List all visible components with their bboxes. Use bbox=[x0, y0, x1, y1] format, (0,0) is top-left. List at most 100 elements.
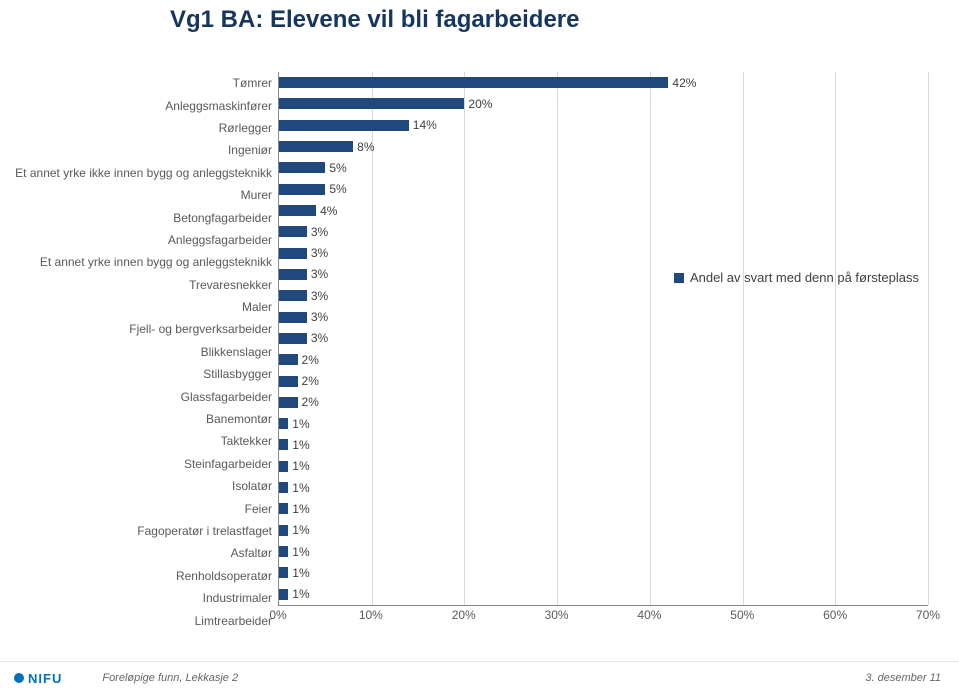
bar-row: 4% bbox=[279, 201, 928, 220]
bar-value-label: 1% bbox=[292, 523, 309, 537]
x-tick-label: 20% bbox=[452, 608, 476, 622]
bar: 3% bbox=[279, 226, 307, 237]
bar-value-label: 1% bbox=[292, 587, 309, 601]
bar: 20% bbox=[279, 98, 464, 109]
y-axis-label: Limtrearbeider bbox=[38, 611, 278, 630]
x-tick-label: 60% bbox=[823, 608, 847, 622]
bar-value-label: 2% bbox=[302, 353, 319, 367]
bar: 4% bbox=[279, 205, 316, 216]
bar-value-label: 5% bbox=[329, 161, 346, 175]
bar-value-label: 14% bbox=[413, 118, 437, 132]
bar: 2% bbox=[279, 376, 298, 387]
y-axis-label: Stillasbygger bbox=[38, 365, 278, 384]
bar: 5% bbox=[279, 162, 325, 173]
bar-row: 3% bbox=[279, 244, 928, 263]
plot-column: 42% 20% 14% 8% 5% 5% 4% 3% 3% 3% 3% 3% 3% 2% 2% 2% 1% 1% 1… bbox=[278, 72, 928, 632]
y-axis-label: Blikkenslager bbox=[38, 342, 278, 361]
bar-value-label: 3% bbox=[311, 267, 328, 281]
y-axis-label: Rørlegger bbox=[38, 118, 278, 137]
legend-swatch bbox=[674, 273, 684, 283]
bar: 5% bbox=[279, 184, 325, 195]
bar-row: 1% bbox=[279, 542, 928, 561]
bar: 42% bbox=[279, 77, 668, 88]
bar-row: 3% bbox=[279, 308, 928, 327]
y-axis-label: Trevaresnekker bbox=[38, 275, 278, 294]
y-axis-label: Et annet yrke ikke innen bygg og anleggs… bbox=[38, 163, 278, 182]
bar: 1% bbox=[279, 567, 288, 578]
y-axis-label: Et annet yrke innen bygg og anleggstekni… bbox=[38, 253, 278, 272]
bar-value-label: 1% bbox=[292, 459, 309, 473]
bar-row: 3% bbox=[279, 329, 928, 348]
bar-value-label: 3% bbox=[311, 225, 328, 239]
bar: 14% bbox=[279, 120, 409, 131]
bar: 1% bbox=[279, 546, 288, 557]
bar-value-label: 3% bbox=[311, 310, 328, 324]
bar: 1% bbox=[279, 503, 288, 514]
y-axis-label: Fagoperatør i trelastfaget bbox=[38, 522, 278, 541]
footer-right: 3. desember 11 bbox=[865, 672, 941, 684]
y-axis-label: Isolatør bbox=[38, 477, 278, 496]
y-axis-label: Ingeniør bbox=[38, 141, 278, 160]
y-axis-label: Anleggsmaskinfører bbox=[38, 96, 278, 115]
bar: 1% bbox=[279, 589, 288, 600]
plot-area: 42% 20% 14% 8% 5% 5% 4% 3% 3% 3% 3% 3% 3% 2% 2% 2% 1% 1% 1… bbox=[278, 72, 928, 606]
x-tick-label: 0% bbox=[269, 608, 286, 622]
y-axis-label: Betongfagarbeider bbox=[38, 208, 278, 227]
bar: 1% bbox=[279, 461, 288, 472]
y-axis-labels: TømrerAnleggsmaskinførerRørleggerIngeniø… bbox=[38, 72, 278, 632]
x-tick-label: 30% bbox=[545, 608, 569, 622]
bar-value-label: 3% bbox=[311, 289, 328, 303]
logo-text: NIFU bbox=[28, 671, 62, 686]
bar-value-label: 1% bbox=[292, 481, 309, 495]
x-tick-label: 50% bbox=[730, 608, 754, 622]
bar-row: 14% bbox=[279, 116, 928, 135]
bar-row: 3% bbox=[279, 286, 928, 305]
bar: 3% bbox=[279, 312, 307, 323]
bar-value-label: 8% bbox=[357, 140, 374, 154]
bar: 2% bbox=[279, 397, 298, 408]
bar-value-label: 4% bbox=[320, 204, 337, 218]
bar-row: 2% bbox=[279, 372, 928, 391]
bar: 2% bbox=[279, 354, 298, 365]
legend-label: Andel av svart med denn på førsteplass bbox=[690, 270, 919, 285]
y-axis-label: Maler bbox=[38, 298, 278, 317]
bar-value-label: 2% bbox=[302, 374, 319, 388]
y-axis-label: Glassfagarbeider bbox=[38, 387, 278, 406]
bar-row: 5% bbox=[279, 158, 928, 177]
bar-row: 1% bbox=[279, 457, 928, 476]
bar-row: 2% bbox=[279, 350, 928, 369]
y-axis-label: Feier bbox=[38, 499, 278, 518]
y-axis-label: Taktekker bbox=[38, 432, 278, 451]
bar-value-label: 1% bbox=[292, 545, 309, 559]
bar-value-label: 3% bbox=[311, 331, 328, 345]
footer: NIFU Foreløpige funn, Lekkasje 2 3. dese… bbox=[0, 661, 959, 694]
bar: 1% bbox=[279, 525, 288, 536]
bar-row: 1% bbox=[279, 478, 928, 497]
bar-row: 1% bbox=[279, 435, 928, 454]
bar-row: 20% bbox=[279, 94, 928, 113]
y-axis-label: Asfaltør bbox=[38, 544, 278, 563]
bar-row: 42% bbox=[279, 73, 928, 92]
y-axis-label: Renholdsoperatør bbox=[38, 566, 278, 585]
bar-row: 1% bbox=[279, 585, 928, 604]
bar-value-label: 42% bbox=[672, 76, 696, 90]
y-axis-label: Anleggsfagarbeider bbox=[38, 230, 278, 249]
bar-row: 5% bbox=[279, 180, 928, 199]
logo: NIFU bbox=[14, 671, 62, 686]
footer-left: Foreløpige funn, Lekkasje 2 bbox=[102, 672, 865, 684]
x-tick-label: 40% bbox=[637, 608, 661, 622]
bar-row: 2% bbox=[279, 393, 928, 412]
bar: 3% bbox=[279, 269, 307, 280]
bar: 1% bbox=[279, 439, 288, 450]
gridline bbox=[928, 72, 929, 605]
chart-area: TømrerAnleggsmaskinførerRørleggerIngeniø… bbox=[38, 72, 928, 632]
chart-title: Vg1 BA: Elevene vil bli fagarbeidere bbox=[170, 6, 579, 34]
bar-value-label: 1% bbox=[292, 438, 309, 452]
x-axis-ticks: 0%10%20%30%40%50%60%70% bbox=[278, 606, 928, 632]
bar-row: 3% bbox=[279, 222, 928, 241]
bar-value-label: 5% bbox=[329, 182, 346, 196]
logo-dot-icon bbox=[14, 673, 24, 683]
bar-value-label: 1% bbox=[292, 417, 309, 431]
y-axis-label: Steinfagarbeider bbox=[38, 454, 278, 473]
bar-value-label: 20% bbox=[468, 97, 492, 111]
